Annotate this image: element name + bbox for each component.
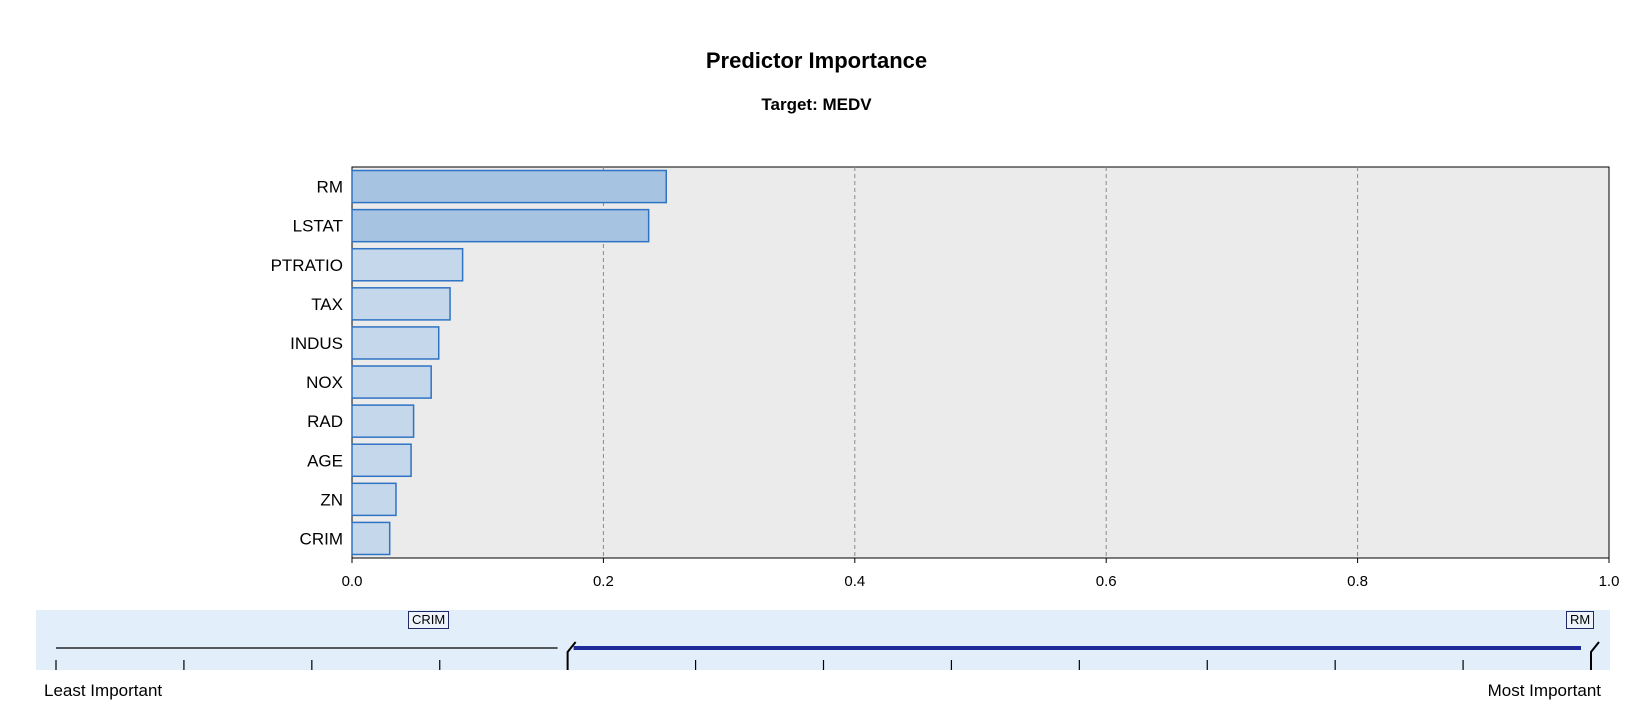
bar [351,521,391,556]
x-tick-label: 0.6 [1096,573,1117,590]
category-label: CRIM [300,529,343,548]
slider-right-flag[interactable]: RM [1566,611,1595,629]
bar [351,404,415,438]
category-label: AGE [307,451,343,470]
bar [351,247,464,282]
category-label: ZN [320,490,343,509]
x-tick-label: 0.4 [844,573,865,590]
category-label: RM [317,178,343,197]
x-tick-label: 0.0 [342,573,363,590]
bar [351,208,650,243]
bar [351,482,397,517]
category-label: TAX [311,295,343,314]
category-label: NOX [306,373,343,392]
category-label: PTRATIO [271,256,343,275]
chart-title: Predictor Importance [705,48,928,73]
x-tick-label: 0.8 [1347,573,1368,590]
x-tick-label: 1.0 [1599,573,1620,590]
importance-slider[interactable] [36,610,1610,670]
slider-left-handle [566,641,577,670]
bar [351,443,412,478]
bar [351,169,667,204]
slider-right-handle [1590,641,1600,670]
bar [351,287,451,321]
x-tick-label: 0.2 [593,573,614,590]
bar [351,326,440,360]
predictor-importance-chart: 0.0 0.2 0.4 0.6 0.8 1.0 RM LSTAT PTRATIO TAX INDUS… [271,166,1620,590]
bar [351,365,432,399]
category-label: INDUS [290,334,343,353]
category-label: LSTAT [293,217,343,236]
chart-subtitle: Target: MEDV [761,95,872,114]
importance-slider-panel[interactable]: CRIM RM [36,610,1610,670]
least-important-label: Least Important [44,681,163,700]
category-label: RAD [307,412,343,431]
most-important-label: Most Important [1487,681,1601,700]
slider-left-flag[interactable]: CRIM [408,611,450,629]
